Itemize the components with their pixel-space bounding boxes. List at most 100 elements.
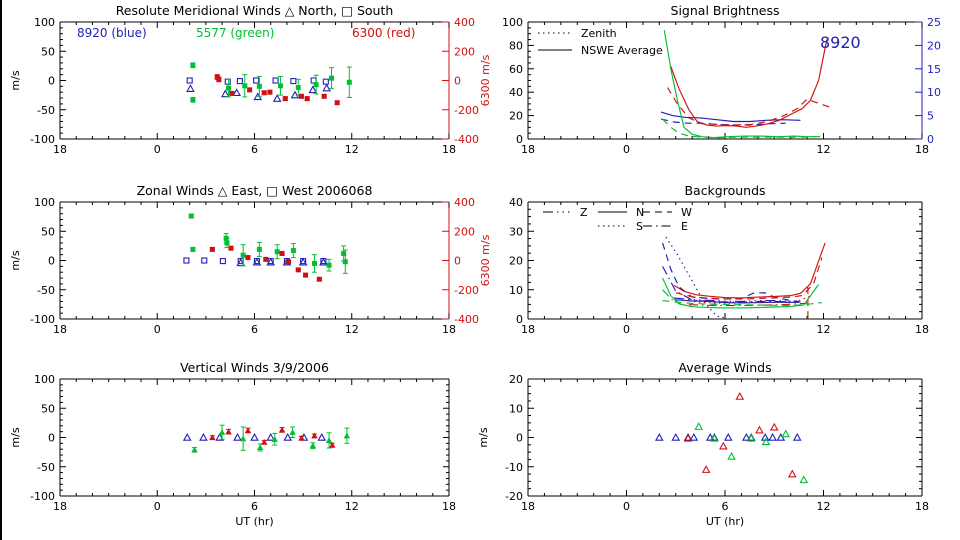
x-tick-label: 18 <box>53 323 67 336</box>
y2-tick-label: -200 <box>454 104 479 117</box>
legend-item-S: S <box>598 220 643 233</box>
x-tick-label: 6 <box>722 323 729 336</box>
y-tick-label: -50 <box>37 104 55 117</box>
y-tick-label: 50 <box>41 225 55 238</box>
x-axis-label: UT (hr) <box>706 515 744 528</box>
annotation-8920-blue-: 8920 (blue) <box>77 26 147 40</box>
x-tick-label: 12 <box>817 323 831 336</box>
x-tick-label: 6 <box>251 143 258 156</box>
x-tick-label: 12 <box>345 500 359 513</box>
y-tick-label: 0 <box>516 133 523 146</box>
legend-label: Zenith <box>581 27 617 40</box>
legend-label: S <box>636 220 643 233</box>
y-tick-label: -20 <box>505 490 523 503</box>
panel-title: Signal Brightness <box>671 3 780 18</box>
y-tick-label: 20 <box>509 110 523 123</box>
legend-label: W <box>681 206 692 219</box>
y2-tick-label: -400 <box>454 313 479 326</box>
x-tick-label: 18 <box>521 500 535 513</box>
series-8920-W <box>662 242 799 302</box>
x-tick-label: 18 <box>915 143 929 156</box>
panel-title: Vertical Winds 3/9/2006 <box>180 360 329 375</box>
legend-label: E <box>681 220 688 233</box>
x-tick-label: 0 <box>154 143 161 156</box>
series-5577-winds <box>190 62 352 103</box>
series-6300-nswe <box>670 39 828 128</box>
y2-tick-label: 20 <box>927 39 941 52</box>
x-axis-label: UT (hr) <box>235 515 273 528</box>
y-tick-label: -50 <box>37 284 55 297</box>
y-tick-label: -100 <box>30 313 55 326</box>
legend-item-W: W <box>643 206 692 219</box>
y-axis-label: m/s <box>477 427 490 447</box>
series-6300-winds <box>209 245 322 282</box>
x-tick-label: 12 <box>817 500 831 513</box>
annotation-8920: 8920 <box>820 33 861 52</box>
series-8920-nswe <box>660 111 801 123</box>
legend-item-E: E <box>643 220 688 233</box>
x-tick-label: 6 <box>722 143 729 156</box>
y-tick-label: 20 <box>509 255 523 268</box>
legend-item-NSWE-Average: NSWE Average <box>538 44 663 57</box>
series-6300-E <box>688 302 808 307</box>
series-5577-average <box>694 422 809 484</box>
x-tick-label: 12 <box>345 143 359 156</box>
x-tick-label: 18 <box>442 143 456 156</box>
x-tick-label: 6 <box>251 323 258 336</box>
y-tick-label: 0 <box>48 75 55 88</box>
y-tick-label: 100 <box>34 196 55 209</box>
series-8920-S <box>665 236 726 319</box>
legend-label: N <box>636 206 644 219</box>
series-5577-vertical <box>191 424 351 453</box>
x-tick-label: 12 <box>817 143 831 156</box>
x-tick-label: 0 <box>154 500 161 513</box>
x-tick-label: 0 <box>623 143 630 156</box>
y2-tick-label: 15 <box>927 63 941 76</box>
x-tick-label: 0 <box>623 500 630 513</box>
series-6300-average <box>683 392 797 478</box>
panel-title: Backgrounds <box>684 183 765 198</box>
y-axis-label: m/s <box>9 70 22 90</box>
legend-item-Zenith: Zenith <box>538 27 617 40</box>
x-tick-label: 18 <box>53 500 67 513</box>
y2-tick-label: -400 <box>454 133 479 146</box>
y-tick-label: -100 <box>30 490 55 503</box>
x-tick-label: 18 <box>915 323 929 336</box>
panel-title: Zonal Winds △ East, □ West 2006068 <box>137 183 373 198</box>
series-8920-N <box>674 299 799 304</box>
series-8920-Z <box>674 297 791 302</box>
series-8920-vertical <box>182 432 327 441</box>
y2-axis-label: 6300 m/s <box>479 234 492 286</box>
x-tick-label: 18 <box>442 323 456 336</box>
y-tick-label: 0 <box>516 432 523 445</box>
y2-tick-label: 0 <box>454 255 461 268</box>
annotation-5577-green-: 5577 (green) <box>196 26 274 40</box>
x-tick-label: 18 <box>521 143 535 156</box>
series-8920-south <box>186 77 329 85</box>
y-axis-label: m/s <box>9 250 22 270</box>
series-8920-north <box>186 83 331 102</box>
y2-axis-label: 6300 m/s <box>479 54 492 106</box>
y-tick-label: 100 <box>502 16 523 29</box>
series-6300-W <box>675 257 823 300</box>
y-tick-label: 40 <box>509 86 523 99</box>
x-tick-label: 12 <box>345 323 359 336</box>
legend-label: NSWE Average <box>581 44 663 57</box>
panel-title: Resolute Meridional Winds △ North, □ Sou… <box>116 3 394 18</box>
series-6300-zenith <box>667 87 831 126</box>
y-tick-label: 0 <box>48 432 55 445</box>
y-tick-label: 40 <box>509 196 523 209</box>
y-tick-label: 100 <box>34 16 55 29</box>
series-8920-E <box>662 266 801 303</box>
y2-tick-label: 400 <box>454 196 475 209</box>
x-tick-label: 18 <box>521 323 535 336</box>
x-tick-label: 0 <box>623 323 630 336</box>
left-edge-bar <box>0 0 2 540</box>
y2-tick-label: 400 <box>454 16 475 29</box>
y2-tick-label: 0 <box>927 133 934 146</box>
